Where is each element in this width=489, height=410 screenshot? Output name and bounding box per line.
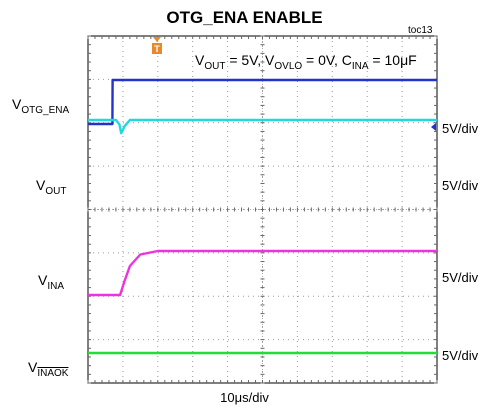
- scope-grid: [87, 35, 438, 384]
- cond-cina-symbol: C: [341, 52, 352, 68]
- channel-label-vinaok: VINAOK: [28, 359, 68, 379]
- trace-vout: [88, 118, 437, 135]
- channel-label-vinaok-symbol: V: [28, 359, 38, 375]
- scope-markers: T: [152, 37, 436, 131]
- test-conditions: VOUT = 5V, VOVLO = 0V, CINA = 10μF: [195, 52, 417, 72]
- channel-scale-vinaok: 5V/div: [442, 348, 479, 363]
- channel-label-vina-symbol: V: [38, 272, 48, 288]
- cond-vout-symbol: V: [195, 52, 205, 68]
- channel-label-vout-sub: OUT: [45, 185, 67, 197]
- cond-vovlo-value: = 0V,: [302, 52, 342, 68]
- trigger-marker-box: [152, 43, 162, 54]
- channel-ref-marker-icon: [431, 123, 436, 131]
- x-axis-scale: 10μs/div: [220, 390, 269, 405]
- trace-vina: [88, 249, 437, 297]
- channel-scale-vout: 5V/div: [442, 178, 479, 193]
- figure-id: toc13: [408, 25, 433, 36]
- channel-label-vout-symbol: V: [36, 177, 46, 193]
- channel-scale-vina: 5V/div: [442, 270, 479, 285]
- cond-vovlo-sub: OVLO: [274, 60, 303, 72]
- trace-votg_ena: [88, 78, 437, 126]
- channel-label-vina: VINA: [38, 272, 64, 292]
- trigger-marker-label: T: [154, 44, 160, 54]
- channel-label-vinaok-sub: INAOK: [37, 367, 69, 379]
- scope-traces: [88, 78, 437, 355]
- chart-title: OTG_ENA ENABLE: [166, 8, 323, 27]
- cond-vovlo-symbol: V: [265, 52, 275, 68]
- channel-label-otg-ena-symbol: V: [12, 96, 22, 112]
- channel-label-otg-ena-sub: OTG_ENA: [21, 104, 70, 116]
- cond-vout-sub: OUT: [204, 60, 226, 72]
- cond-cina-sub: INA: [351, 60, 369, 72]
- trigger-arrow-icon: [153, 37, 161, 42]
- cond-vout-value: = 5V,: [225, 52, 266, 68]
- channel-scale-otg-ena: 5V/div: [442, 121, 479, 136]
- channel-label-vout: VOUT: [36, 177, 66, 197]
- channel-label-otg-ena: VOTG_ENA: [12, 96, 69, 116]
- cond-cina-value: = 10μF: [368, 52, 417, 68]
- channel-label-vina-sub: INA: [47, 280, 65, 292]
